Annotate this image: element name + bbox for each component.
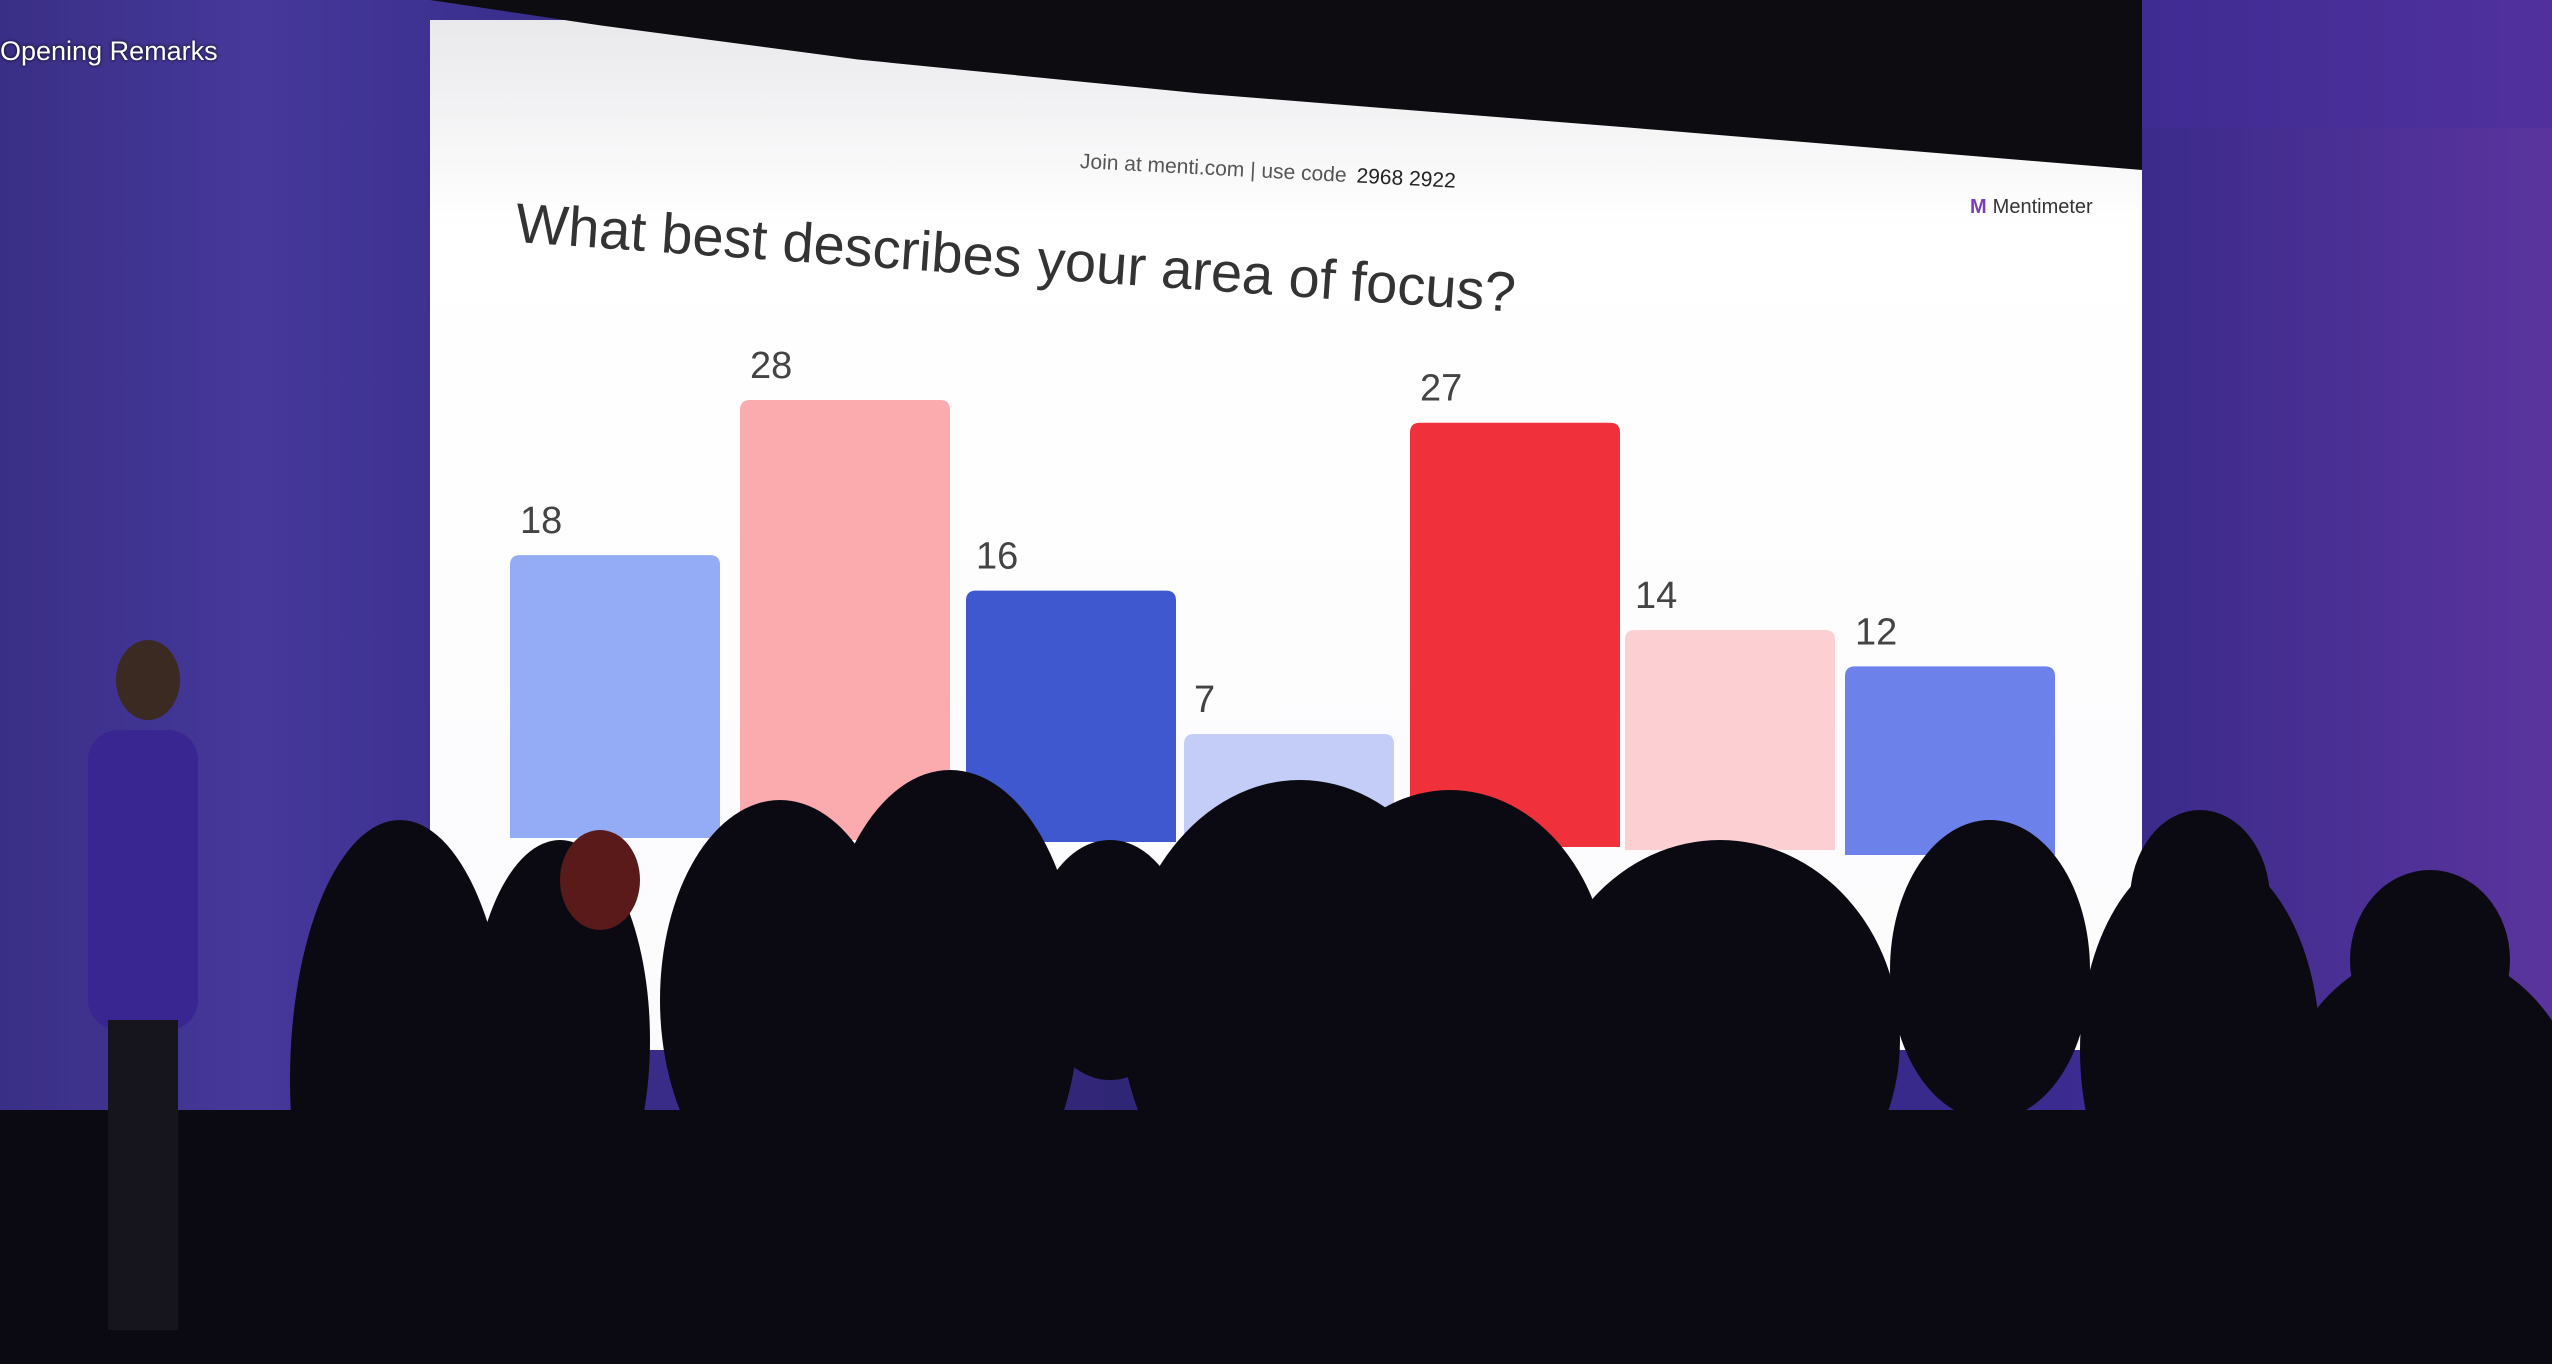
bar bbox=[966, 590, 1176, 842]
brand-name: Mentimeter bbox=[1992, 196, 2093, 218]
bar bbox=[1845, 666, 2055, 855]
bar bbox=[1625, 630, 1835, 850]
bar bbox=[1410, 422, 1620, 847]
bar-value-label: 16 bbox=[976, 536, 1018, 578]
mentimeter-icon: M bbox=[1970, 196, 1987, 218]
bar bbox=[510, 555, 720, 838]
bar-value-label: 27 bbox=[1420, 368, 1462, 410]
presenter bbox=[88, 640, 198, 1330]
bar-value-label: 18 bbox=[520, 500, 562, 542]
bar bbox=[740, 400, 950, 840]
mentimeter-logo: M Mentimeter bbox=[1970, 196, 2093, 219]
bar-value-label: 12 bbox=[1855, 611, 1897, 653]
video-title: Opening Remarks bbox=[0, 36, 218, 66]
bar-value-label: 7 bbox=[1194, 679, 1215, 721]
bar-value-label: 28 bbox=[750, 345, 792, 387]
bar-value-label: 14 bbox=[1635, 575, 1677, 617]
